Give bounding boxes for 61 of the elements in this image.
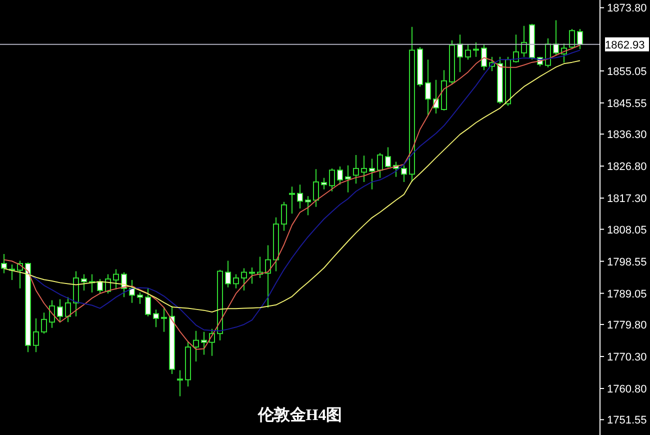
candlestick xyxy=(201,331,207,356)
candlestick xyxy=(41,312,47,334)
y-tick-label: 1845.55 xyxy=(607,98,647,110)
candlestick xyxy=(473,42,479,58)
candlestick xyxy=(577,28,583,50)
candlestick xyxy=(49,300,55,328)
candlestick xyxy=(241,268,247,291)
y-tick-label: 1779.80 xyxy=(607,319,647,332)
candlestick xyxy=(345,164,351,193)
candlestick xyxy=(225,260,231,288)
candlestick xyxy=(361,155,367,182)
candlestick xyxy=(457,34,463,73)
y-tick-label: 1808.05 xyxy=(607,224,647,236)
candlestick xyxy=(81,274,87,291)
candlestick xyxy=(161,306,167,332)
candlestick xyxy=(297,184,303,210)
candlestick xyxy=(385,146,391,168)
candlestick xyxy=(145,288,151,317)
y-tick-label: 1798.55 xyxy=(607,256,647,268)
candlestick xyxy=(553,20,559,56)
candlestick xyxy=(313,168,319,208)
y-tick-label: 1817.30 xyxy=(607,193,647,206)
candlestick xyxy=(377,152,383,178)
y-tick-label: 1751.55 xyxy=(607,414,647,427)
candlestick xyxy=(569,28,575,50)
candlestick xyxy=(321,177,327,190)
candlestick xyxy=(1,254,7,274)
candlestick xyxy=(265,244,271,308)
candlestick xyxy=(337,166,343,186)
candlestick xyxy=(481,44,487,71)
candlestick xyxy=(289,186,295,214)
candlestick xyxy=(57,298,63,323)
candlestick xyxy=(33,318,39,353)
y-tick-label: 1855.05 xyxy=(607,66,647,78)
candlestick xyxy=(177,370,183,397)
candlestick xyxy=(401,164,407,182)
candlestick xyxy=(193,330,199,362)
candlestick xyxy=(233,274,239,289)
y-tick-label: 1836.30 xyxy=(607,129,647,142)
candlestick xyxy=(97,278,103,294)
candlestick xyxy=(137,292,143,304)
candlestick xyxy=(65,296,71,323)
y-tick-label: 1770.30 xyxy=(607,351,647,364)
ref-line-label: 1862.93 xyxy=(605,39,645,52)
y-tick-label: 1826.80 xyxy=(607,161,647,174)
candlestick xyxy=(305,196,311,216)
candlestick xyxy=(153,309,159,328)
y-tick-label: 1789.05 xyxy=(607,288,647,300)
y-tick-label: 1760.80 xyxy=(607,384,647,396)
candlestick xyxy=(281,201,287,232)
candlestick xyxy=(521,25,527,58)
candlestick xyxy=(425,59,431,116)
y-tick-label: 1873.80 xyxy=(607,2,647,15)
candlestick xyxy=(545,38,551,68)
text: 伦敦金H4图 xyxy=(256,406,342,424)
candlestick xyxy=(249,267,255,284)
candlestick xyxy=(369,158,375,190)
candlestick xyxy=(353,154,359,184)
candlestick xyxy=(113,268,119,290)
candlestick xyxy=(329,168,335,192)
candlestick xyxy=(465,44,471,60)
